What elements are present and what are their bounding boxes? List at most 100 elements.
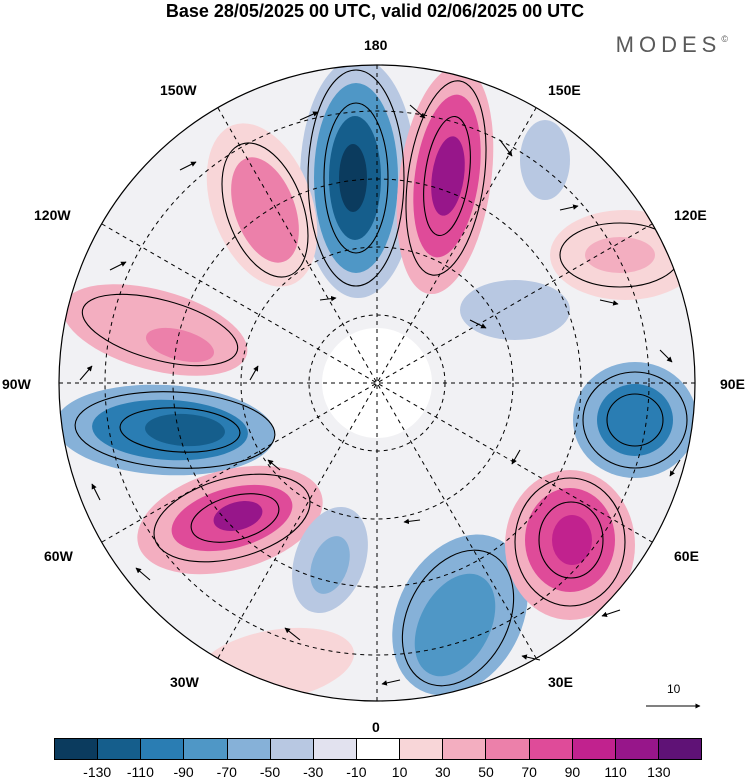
wind-vector-16: [179, 161, 197, 171]
colorbar-tick-label: -10: [346, 764, 367, 780]
modes-logo: MODES©: [616, 32, 728, 58]
colorbar-swatch: [658, 739, 702, 759]
lon-label-180: 180: [364, 37, 388, 53]
wind-vector-11: [284, 627, 301, 641]
contour-12: [582, 371, 688, 469]
colorbar-swatch: [141, 739, 185, 759]
colorbar-tick-label: 30: [435, 764, 451, 780]
wind-vector-13: [91, 483, 101, 501]
map-border: [58, 64, 696, 702]
anomaly-high-60w-peak: [213, 501, 263, 531]
contour-5: [221, 142, 309, 278]
colorbar-swatch: [443, 739, 487, 759]
wind-vector-21: [267, 459, 281, 471]
meridian-150: [217, 107, 537, 659]
colorbar-tick-label: 130: [647, 764, 671, 780]
wind-vector-12: [135, 567, 151, 581]
meridian-30: [217, 107, 537, 659]
lon-label-60w: 60W: [44, 548, 73, 564]
wind-vector-10: [381, 679, 401, 686]
colorbar-tick-label: -110: [126, 764, 154, 780]
wind-vector-5: [599, 299, 619, 306]
contour-11: [538, 501, 604, 579]
colorbar-ticks: -130 -110 -90 -70 -50 -30 -10 10 30 50 70 90 110 130: [54, 764, 702, 782]
wind-vector-8: [601, 609, 621, 618]
colorbar-swatch: [270, 739, 314, 759]
wind-vector-7: [669, 459, 681, 477]
colorbar-swatch: [227, 739, 271, 759]
lon-label-90e: 90E: [720, 376, 745, 392]
brand-mark: ©: [721, 34, 728, 44]
wind-vector-17: [319, 295, 337, 302]
wind-vector-9: [521, 654, 541, 661]
colorbar-tick-label: 70: [521, 764, 537, 780]
map-title: Base 28/05/2025 00 UTC, valid 02/06/2025…: [165, 1, 585, 21]
colorbar-tick-label: 50: [478, 764, 494, 780]
lon-label-150w: 150W: [160, 82, 197, 98]
contour-9: [190, 493, 280, 543]
wind-vector-2: [409, 104, 426, 119]
colorbar-swatch: [98, 739, 142, 759]
colorbar: [54, 738, 702, 760]
colorbar-tick-label: -90: [173, 764, 194, 780]
anomaly-high-160e-peak: [431, 136, 465, 216]
lon-label-30e: 30E: [548, 674, 573, 690]
lat-circle-2: [240, 246, 514, 520]
brand-text: MODES: [615, 32, 722, 57]
colorbar-tick-label: -70: [216, 764, 237, 780]
colorbar-tick-label: -30: [303, 764, 324, 780]
polar-region: [322, 328, 432, 438]
lon-label-90w: 90W: [2, 376, 31, 392]
lon-label-120e: 120E: [674, 207, 707, 223]
wind-vector-22: [249, 365, 259, 381]
anomaly-low-150e: [520, 120, 570, 200]
contour-15: [81, 293, 239, 367]
wind-vector-18: [469, 319, 487, 329]
colorbar-tick-label: 110: [604, 764, 627, 780]
wind-vector-4: [559, 204, 579, 211]
contour-4: [423, 115, 471, 237]
colorbar-swatch: [572, 739, 616, 759]
lon-label-30w: 30W: [170, 674, 199, 690]
reference-arrow-icon: [646, 703, 701, 709]
contour-14: [401, 549, 515, 687]
reference-vector-label: 10: [667, 682, 681, 696]
meridian-60: [101, 223, 653, 543]
colorbar-tick-label: 90: [564, 764, 581, 780]
lat-circle-4: [104, 110, 650, 656]
colorbar-swatch: [313, 739, 357, 759]
colorbar-swatch: [184, 739, 228, 759]
colorbar-tick-label: -130: [83, 764, 112, 780]
wind-vector-15: [109, 261, 127, 271]
lon-label-150e: 150E: [548, 82, 581, 98]
colorbar-swatch: [486, 739, 530, 759]
anomaly-high-120w-core: [145, 327, 215, 363]
lon-label-0: 0: [372, 719, 380, 735]
contour-10: [514, 477, 626, 607]
lon-label-60e: 60E: [674, 548, 699, 564]
anomaly-low-30e-core: [414, 573, 496, 677]
wind-vector-19: [511, 449, 521, 465]
colorbar-swatch: [55, 739, 99, 759]
graticule: [59, 65, 695, 701]
wind-vector-20: [403, 518, 421, 525]
wind-vector-1: [299, 111, 319, 121]
colorbar-tick-label: 10: [391, 764, 408, 780]
wind-vector-6: [659, 349, 673, 363]
contour-8: [153, 473, 311, 563]
anomaly-high-120e-core: [585, 237, 655, 273]
colorbar-swatch: [529, 739, 573, 759]
contour-13: [606, 393, 664, 447]
contour-2: [323, 102, 389, 254]
colorbar-swatch: [615, 739, 659, 759]
lon-label-120w: 120W: [34, 207, 71, 223]
polar-map: [58, 64, 696, 702]
meridian-120: [101, 223, 653, 543]
streamlines: [74, 69, 688, 687]
colorbar-tick-label: -50: [259, 764, 281, 780]
reference-vector: 10: [642, 682, 712, 718]
contour-7: [119, 407, 241, 453]
anomaly-low-90w-peak: [145, 413, 225, 447]
colorbar-swatch: [356, 739, 401, 759]
wind-vector-3: [499, 139, 513, 157]
